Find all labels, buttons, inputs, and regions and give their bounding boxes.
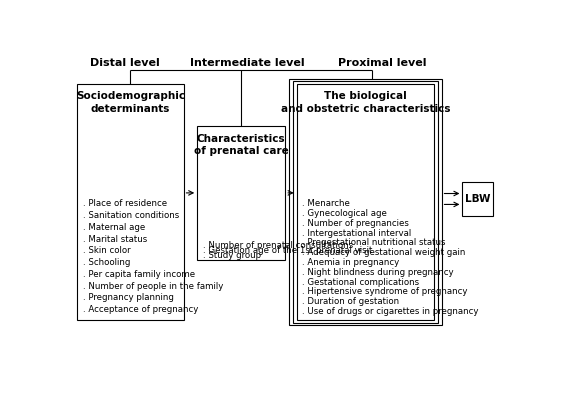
Bar — [293, 81, 438, 323]
Text: . Pregnancy planning: . Pregnancy planning — [83, 294, 174, 303]
Text: . Gestational complications: . Gestational complications — [302, 277, 419, 286]
Text: . Place of residence: . Place of residence — [83, 199, 167, 208]
Bar — [289, 79, 441, 325]
Text: . Marital status: . Marital status — [83, 235, 147, 243]
Text: The biological
and obstetric characteristics: The biological and obstetric characteris… — [280, 91, 450, 114]
Text: . Skin color: . Skin color — [83, 246, 131, 255]
Text: . Number of pregnancies: . Number of pregnancies — [302, 219, 409, 228]
Text: . Sanitation conditions: . Sanitation conditions — [83, 211, 179, 220]
Text: Proximal level: Proximal level — [338, 58, 427, 68]
Text: . Use of drugs or cigarettes in pregnancy: . Use of drugs or cigarettes in pregnanc… — [302, 307, 479, 316]
Text: Distal level: Distal level — [90, 58, 160, 68]
Text: LBW: LBW — [465, 194, 490, 204]
Bar — [297, 84, 434, 320]
Text: . Intergestational interval: . Intergestational interval — [302, 229, 411, 238]
Text: Intermediate level: Intermediate level — [189, 58, 304, 68]
Text: . Pregestational nutritional status: . Pregestational nutritional status — [302, 238, 445, 247]
Bar — [197, 126, 285, 260]
Text: Sociodemographic
determinants: Sociodemographic determinants — [76, 91, 185, 114]
Text: . Night blindness during pregnancy: . Night blindness during pregnancy — [302, 268, 454, 277]
Text: . Gestation age of the 1st prenatal visit: . Gestation age of the 1st prenatal visi… — [202, 246, 372, 255]
Text: . Number of people in the family: . Number of people in the family — [83, 282, 223, 291]
Text: . Menarche: . Menarche — [302, 199, 350, 208]
Text: . Per capita family income: . Per capita family income — [83, 270, 195, 279]
Bar — [462, 182, 493, 216]
Text: . Hipertensive syndrome of pregnancy: . Hipertensive syndrome of pregnancy — [302, 287, 468, 296]
Text: . Study group: . Study group — [202, 251, 261, 260]
Text: . Anemia in pregnancy: . Anemia in pregnancy — [302, 258, 399, 267]
Text: . Gynecological age: . Gynecological age — [302, 209, 387, 218]
Text: . Adequacy of gestational weight gain: . Adequacy of gestational weight gain — [302, 248, 465, 257]
Bar — [78, 84, 184, 320]
Text: . Schooling: . Schooling — [83, 258, 130, 267]
Text: . Duration of gestation: . Duration of gestation — [302, 297, 399, 306]
Text: Characteristics
of prenatal care: Characteristics of prenatal care — [194, 134, 289, 156]
Text: . Maternal age: . Maternal age — [83, 223, 145, 232]
Text: . Number of prenatal consultations: . Number of prenatal consultations — [202, 241, 353, 250]
Text: . Acceptance of pregnancy: . Acceptance of pregnancy — [83, 305, 198, 314]
